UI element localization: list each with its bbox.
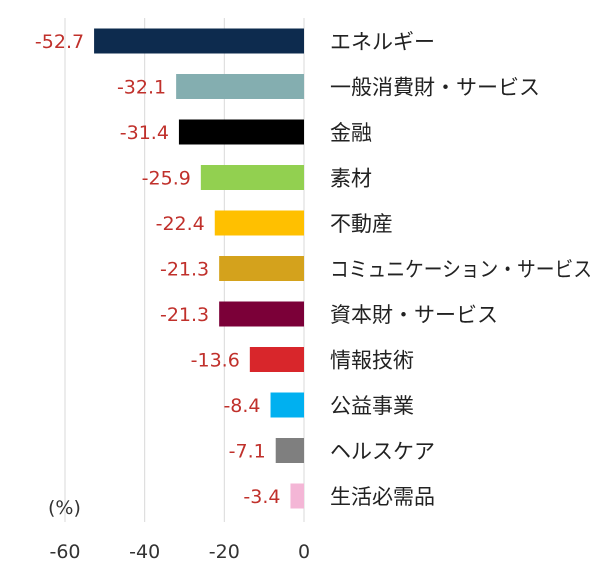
bar	[94, 28, 304, 54]
data-label: -21.3	[160, 259, 209, 281]
bar	[219, 301, 304, 327]
bar	[200, 165, 304, 190]
bar	[249, 347, 304, 372]
unit-label: (%)	[48, 497, 81, 519]
data-label: -7.1	[229, 441, 266, 463]
data-label: -3.4	[243, 486, 280, 508]
bar	[270, 392, 304, 418]
bar	[219, 256, 304, 281]
category-label: エネルギー	[330, 30, 435, 54]
value-labels: -52.7 -32.1 -31.4 -25.9 -22.4 -21.3 -21.3 -13.6…	[35, 31, 281, 508]
category-label: 金融	[330, 121, 372, 145]
bar	[275, 438, 304, 463]
bar	[214, 210, 304, 236]
category-labels: エネルギー一般消費財・サービス金融素材不動産コミュニケーション・サービス資本財・…	[330, 30, 592, 509]
data-label: -22.4	[156, 213, 205, 235]
category-label: 公益事業	[330, 394, 414, 418]
data-label: -25.9	[142, 168, 191, 190]
category-label: 不動産	[330, 212, 393, 236]
category-label: 資本財・サービス	[330, 303, 498, 327]
data-label: -52.7	[35, 31, 84, 53]
bars	[94, 28, 304, 509]
data-label: -31.4	[120, 122, 169, 144]
category-label: 素材	[330, 167, 372, 191]
category-label: 生活必需品	[330, 485, 435, 509]
category-label: 情報技術	[330, 349, 414, 373]
category-label: コミュニケーション・サービス	[330, 258, 592, 282]
bar	[178, 119, 304, 145]
x-tick-label: -60	[49, 541, 80, 563]
data-label: -21.3	[160, 304, 209, 326]
category-label: ヘルスケア	[330, 440, 435, 464]
data-label: -13.6	[191, 350, 240, 372]
x-tick-label: 0	[298, 541, 310, 563]
data-label: -8.4	[223, 395, 260, 417]
bar	[176, 74, 304, 99]
x-axis-ticks: -60 -40 -20 0	[49, 541, 310, 563]
x-tick-label: -40	[129, 541, 160, 563]
bar	[290, 483, 304, 509]
category-label: 一般消費財・サービス	[330, 76, 540, 100]
data-label: -32.1	[117, 77, 166, 99]
x-tick-label: -20	[209, 541, 240, 563]
